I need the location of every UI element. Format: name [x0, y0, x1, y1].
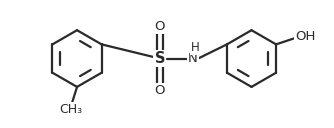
Text: N: N	[188, 52, 197, 65]
Text: S: S	[155, 51, 165, 66]
Text: CH₃: CH₃	[59, 103, 82, 116]
Text: O: O	[155, 84, 165, 97]
Text: OH: OH	[295, 30, 316, 43]
Text: H: H	[191, 41, 200, 54]
Text: O: O	[155, 20, 165, 33]
